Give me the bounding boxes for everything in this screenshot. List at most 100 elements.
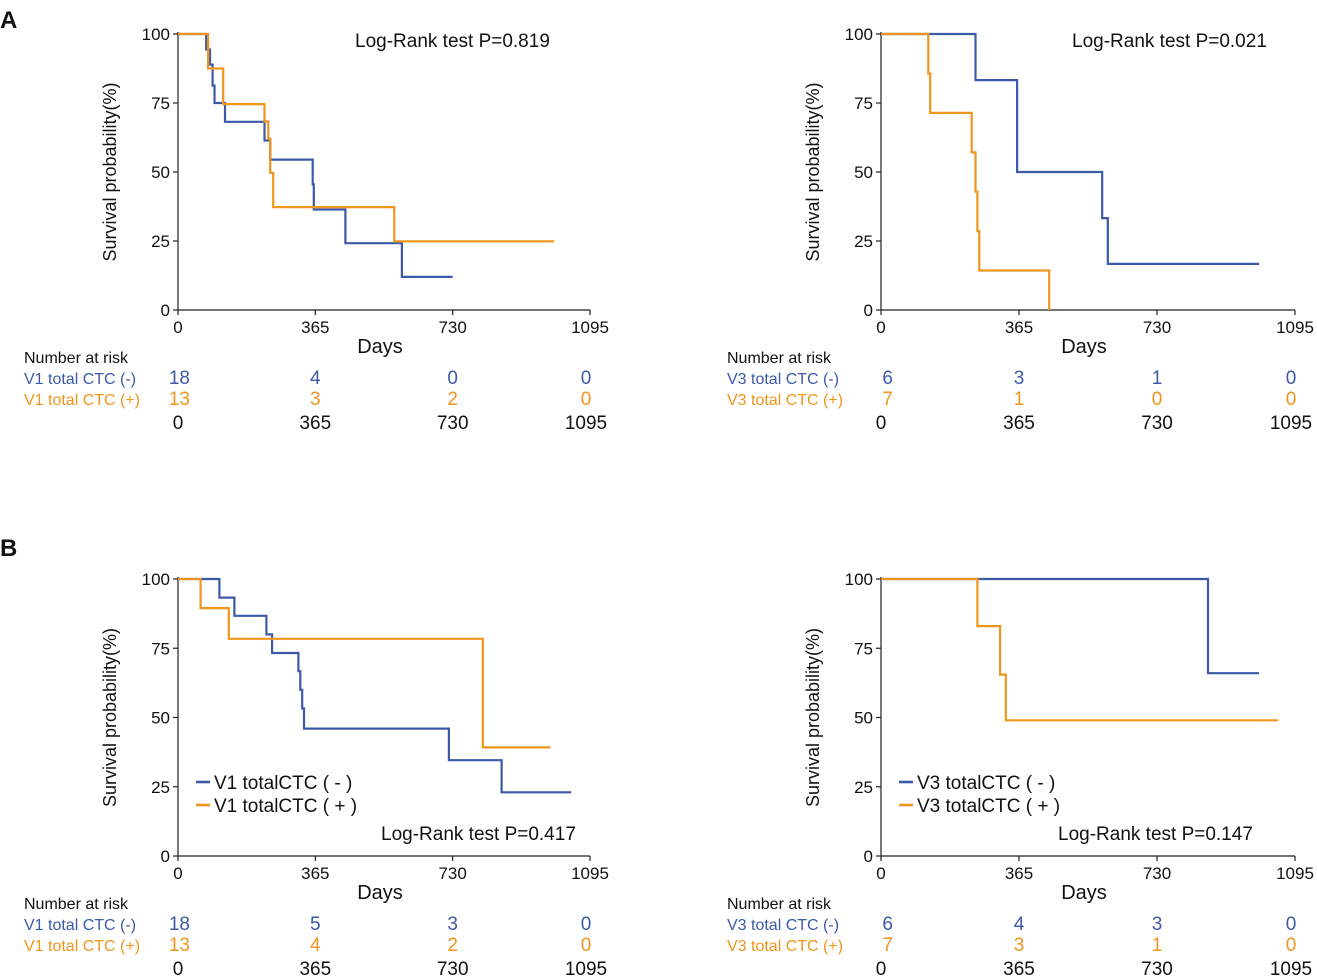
chart-b2-risk-time-label: 365 [1003,959,1035,975]
chart-a1-risk-count: 2 [447,389,458,410]
chart-b2-risk-count: 6 [882,914,893,935]
chart-a2-risk-count: 3 [1014,368,1025,389]
chart-b1-risk-count: 5 [310,914,321,935]
chart-b1-risk-row-label: V1 total CTC (-) [24,917,136,934]
chart-b2-legend-label-negative: V3 totalCTC ( - ) [917,773,1055,794]
chart-a2-risk-time-label: 0 [876,413,887,434]
chart-a2-y-tick-label: 75 [854,94,873,113]
chart-a2-risk-count: 7 [882,389,893,410]
chart-b2-series-negative-line [881,579,1259,673]
panel-label-b: B [0,535,17,562]
chart-b2-x-tick-label: 365 [1005,864,1033,883]
chart-a2-x-tick-label: 0 [876,318,885,337]
chart-b2-risk-count: 3 [1014,935,1025,956]
chart-b2-x-tick-label: 730 [1143,864,1171,883]
chart-a1-risk-header: Number at risk [24,350,129,367]
chart-b2-risk-time-label: 0 [876,959,887,975]
chart-a2-risk-row-label: V3 total CTC (+) [727,392,843,409]
chart-a2-y-tick-label: 25 [854,232,873,251]
chart-b1-risk-time-label: 0 [173,959,184,975]
chart-a1-risk-count: 0 [581,389,592,410]
chart-b1-risk-count: 3 [447,914,458,935]
chart-a2-risk-time-label: 730 [1141,413,1173,434]
chart-b2-logrank-title: Log-Rank test P=0.147 [1058,824,1253,845]
chart-b1-risk-count: 4 [310,935,321,956]
chart-b1-risk-count: 0 [581,914,592,935]
survival-figure: A B 0 25 50 75 100 0 365 730 1095 Days Survival pr… [0,0,1317,975]
chart-a1-y-tick-label: 25 [151,232,170,251]
chart-b1-risk-count: 18 [169,914,190,935]
chart-a1-y-tick-label: 100 [142,25,170,44]
chart-b1-x-tick-label: 0 [173,864,182,883]
chart-a2-x-tick-label: 365 [1005,318,1033,337]
chart-a2-y-tick-label: 0 [864,301,873,320]
chart-b2-x-tick-label: 1095 [1276,864,1314,883]
chart-a2-y-tick-label: 50 [854,163,873,182]
chart-a2-x-tick-label: 730 [1143,318,1171,337]
chart-a1-x-tick-label: 1095 [571,318,609,337]
chart-b1-x-axis-label: Days [357,882,403,904]
chart-a2-risk-header: Number at risk [727,350,832,367]
chart-a2-logrank-title: Log-Rank test P=0.021 [1072,31,1267,52]
chart-b2-y-tick-label: 25 [854,778,873,797]
chart-b1-series-negative-line [178,579,571,792]
chart-b1-risk-row-label: V1 total CTC (+) [24,938,140,955]
chart-a2-risk-count: 0 [1152,389,1163,410]
panel-label-a: A [0,7,17,34]
chart-b1-risk-count: 13 [169,935,190,956]
chart-a2-x-tick-label: 1095 [1276,318,1314,337]
chart-b1-x-tick-label: 730 [438,864,466,883]
chart-b1-legend-label-positive: V1 totalCTC ( + ) [214,796,357,817]
chart-a1-risk-count: 3 [310,389,321,410]
chart-b2-risk-time-label: 1095 [1270,959,1312,975]
chart-a2-risk-time-label: 1095 [1270,413,1312,434]
chart-b2-y-axis-label: Survival probability(%) [803,628,823,807]
chart-b2-series-positive-line [881,579,1278,720]
chart-b1-risk-header: Number at risk [24,896,129,913]
chart-a2-y-axis-label: Survival probability(%) [803,82,823,261]
chart-b2-risk-header: Number at risk [727,896,832,913]
chart-b2-y-tick-label: 100 [845,570,873,589]
chart-a1-risk-time-label: 365 [299,413,331,434]
chart-a1-risk-row-label: V1 total CTC (-) [24,371,136,388]
chart-a1-y-tick-label: 0 [161,301,170,320]
chart-b2-risk-row-label: V3 total CTC (-) [727,917,839,934]
chart-b2-risk-count: 0 [1286,914,1297,935]
chart-a1-series-positive-line [178,34,554,241]
chart-a2-risk-time-label: 365 [1003,413,1035,434]
chart-a2-risk-count: 0 [1286,368,1297,389]
chart-b2-y-tick-label: 75 [854,639,873,658]
chart-b1-y-tick-label: 100 [142,570,170,589]
chart-b2-risk-count: 3 [1152,914,1163,935]
chart-a2-risk-count: 1 [1152,368,1163,389]
chart-a2-series-negative-line [881,34,1259,264]
chart-b2-y-tick-label: 0 [864,847,873,866]
chart-b1-x-tick-label: 365 [301,864,329,883]
chart-a1-risk-count: 4 [310,368,321,389]
chart-a2-risk-row-label: V3 total CTC (-) [727,371,839,388]
chart-a1-x-tick-label: 0 [173,318,182,337]
chart-a1-risk-time-label: 0 [173,413,184,434]
chart-a2-x-axis-label: Days [1061,336,1107,358]
chart-b1-x-tick-label: 1095 [571,864,609,883]
chart-a1-y-tick-label: 50 [151,163,170,182]
chart-a1-risk-count: 0 [447,368,458,389]
chart-b2-legend-label-positive: V3 totalCTC ( + ) [917,796,1060,817]
chart-b1-legend-label-negative: V1 totalCTC ( - ) [214,773,352,794]
chart-a1-y-tick-label: 75 [151,94,170,113]
chart-b1-risk-time-label: 1095 [565,959,607,975]
chart-a2-risk-count: 1 [1014,389,1025,410]
chart-a2-risk-count: 6 [882,368,893,389]
chart-b2-risk-count: 4 [1014,914,1025,935]
chart-b2-risk-row-label: V3 total CTC (+) [727,938,843,955]
chart-a1-risk-count: 18 [169,368,190,389]
chart-a1-risk-count: 13 [169,389,190,410]
chart-b1-y-tick-label: 50 [151,709,170,728]
chart-b1-risk-time-label: 730 [437,959,469,975]
chart-a2-y-tick-label: 100 [845,25,873,44]
chart-a1-y-axis-label: Survival probability(%) [100,82,120,261]
chart-a1-risk-time-label: 730 [437,413,469,434]
chart-b2-risk-count: 0 [1286,935,1297,956]
chart-b1-risk-count: 2 [447,935,458,956]
chart-b2-risk-count: 7 [882,935,893,956]
